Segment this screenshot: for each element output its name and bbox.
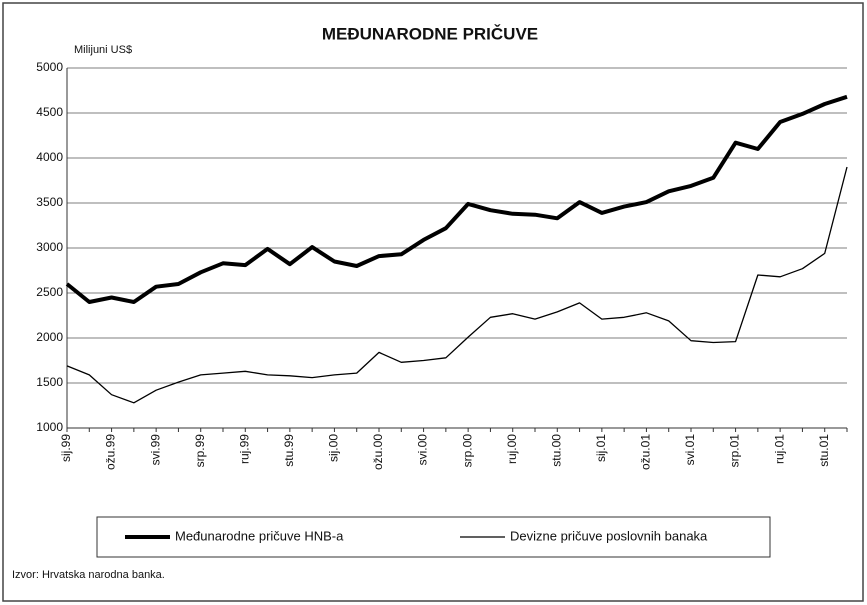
y-axis-label: Milijuni US$: [74, 44, 132, 56]
y-tick-label: 5000: [36, 60, 63, 74]
y-tick-label: 2500: [36, 285, 63, 299]
series-line: [66, 166, 848, 404]
x-tick-label: ožu.99: [104, 434, 118, 470]
y-tick-label: 4500: [36, 105, 63, 119]
y-tick-label: 2000: [36, 330, 63, 344]
y-tick-label: 3500: [36, 195, 63, 209]
x-tick-label: ruj.01: [772, 434, 786, 464]
y-tick-label: 3000: [36, 240, 63, 254]
y-tick-label: 1000: [36, 420, 63, 434]
x-tick-label: stu.00: [549, 434, 563, 467]
series-line: [65, 94, 848, 304]
legend-box: [96, 516, 771, 558]
x-tick-label: srp.00: [460, 434, 474, 468]
x-tick-label: sij.99: [59, 434, 73, 462]
x-tick-label: srp.01: [728, 434, 742, 468]
source: Izvor: Hrvatska narodna banka.: [12, 569, 165, 581]
x-tick-label: sij.01: [594, 434, 608, 462]
x-tick-label: stu.01: [817, 434, 831, 467]
chart-title: MEĐUNARODNE PRIČUVE: [322, 24, 538, 43]
x-tick-label: srp.99: [193, 434, 207, 468]
y-tick-label: 1500: [36, 375, 63, 389]
x-tick-label: ožu.01: [639, 434, 653, 470]
x-tick-label: svi.00: [416, 434, 430, 466]
x-tick-label: svi.99: [148, 434, 162, 466]
x-tick-label: ruj.99: [237, 434, 251, 464]
x-tick-label: svi.01: [683, 434, 697, 466]
legend-label: Međunarodne pričuve HNB-a: [175, 528, 344, 543]
x-tick-label: stu.99: [282, 434, 296, 467]
x-tick-label: sij.00: [327, 434, 341, 462]
x-tick-label: ruj.00: [505, 434, 519, 464]
x-tick-label: ožu.00: [371, 434, 385, 470]
legend-label: Devizne pričuve poslovnih banaka: [510, 528, 708, 543]
y-tick-label: 4000: [36, 150, 63, 164]
